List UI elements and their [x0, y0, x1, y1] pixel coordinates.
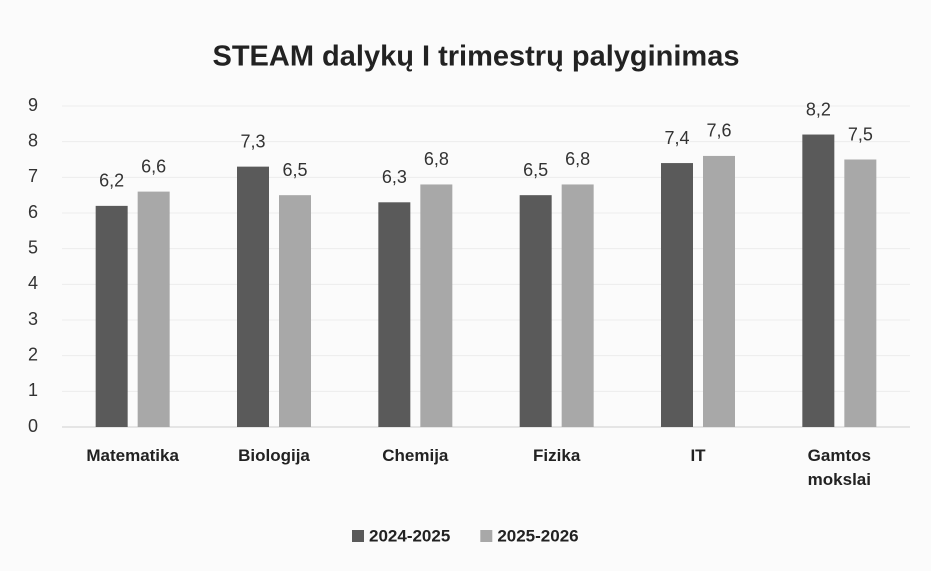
y-tick-label: 7 [28, 166, 38, 186]
x-tick-label: IT [690, 446, 706, 465]
y-tick-label: 9 [28, 95, 38, 115]
bar [279, 195, 311, 427]
data-label: 6,3 [382, 167, 407, 187]
bar [844, 159, 877, 427]
data-label: 6,2 [99, 171, 124, 191]
data-label: 6,6 [141, 156, 166, 176]
y-tick-label: 3 [28, 309, 38, 329]
x-tick-label: Gamtos mokslai [807, 446, 871, 489]
legend-swatch [352, 530, 364, 542]
y-tick-label: 0 [28, 416, 38, 436]
bar [137, 191, 170, 427]
x-tick-label: Chemija [382, 446, 449, 465]
legend-label: 2025-2026 [497, 526, 578, 545]
data-label: 7,6 [706, 121, 731, 141]
legend-swatch [480, 530, 493, 542]
y-tick-label: 2 [28, 344, 38, 364]
bar [703, 155, 735, 427]
bar [420, 184, 453, 427]
chart-title: STEAM dalykų I trimestrų palyginimas [213, 41, 740, 73]
data-label: 7,4 [664, 128, 689, 148]
x-tick-label: Fizika [533, 446, 581, 465]
legend-label: 2024-2025 [369, 526, 450, 545]
data-label: 6,5 [523, 160, 548, 180]
bar [519, 195, 552, 427]
data-label: 6,8 [565, 149, 590, 169]
y-tick-label: 8 [28, 130, 38, 150]
data-label: 7,5 [848, 124, 873, 144]
bar [95, 205, 128, 427]
data-label: 8,2 [806, 99, 831, 119]
data-label: 6,5 [282, 160, 307, 180]
bar [561, 184, 594, 427]
bar [378, 202, 411, 427]
y-tick-label: 6 [28, 202, 38, 222]
x-tick-label: Matematika [86, 446, 179, 465]
bar [802, 134, 835, 428]
y-tick-label: 5 [28, 237, 38, 257]
data-label: 7,3 [240, 131, 265, 151]
x-tick-label: Biologija [238, 446, 310, 465]
y-tick-label: 1 [28, 380, 38, 400]
bar [237, 166, 269, 427]
bar [661, 163, 693, 428]
data-label: 6,8 [424, 149, 449, 169]
y-tick-label: 4 [28, 273, 38, 293]
